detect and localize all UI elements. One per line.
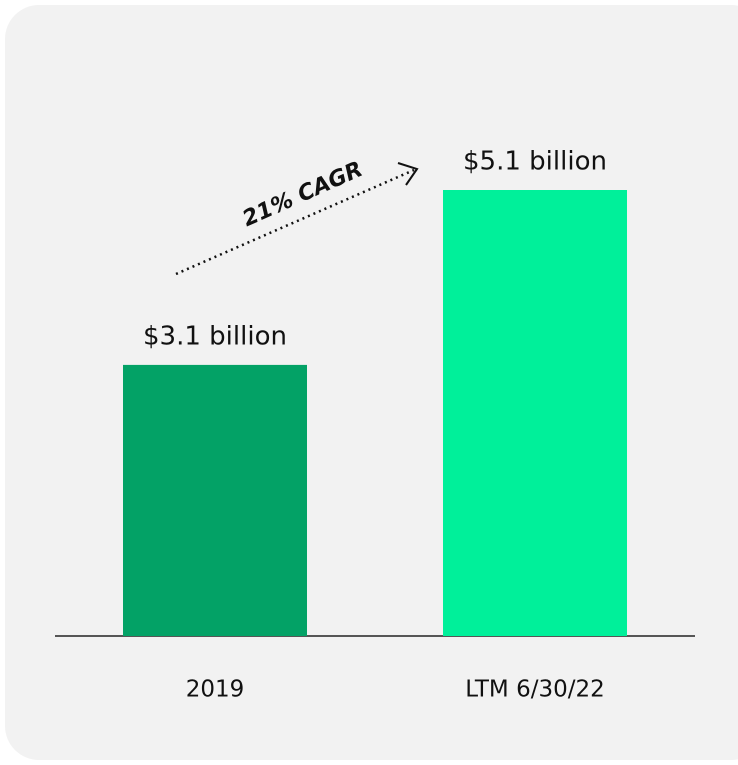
cagr-arrow-head <box>397 162 419 186</box>
value-label: $3.1 billion <box>143 321 287 351</box>
category-label: 2019 <box>186 677 245 703</box>
cagr-arrow <box>175 168 415 276</box>
bar <box>123 364 307 636</box>
category-label: LTM 6/30/22 <box>465 677 605 703</box>
value-label: $5.1 billion <box>463 147 607 177</box>
card <box>5 5 738 760</box>
bar <box>443 190 627 636</box>
